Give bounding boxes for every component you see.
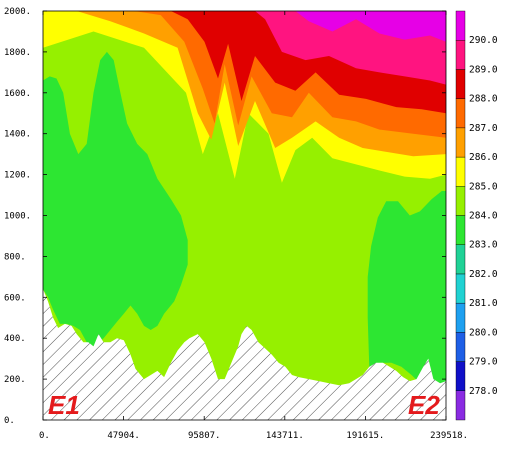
x-tick-label: 143711. (266, 431, 304, 441)
y-tick-label: 1200. (4, 171, 31, 181)
colorbar-swatch (455, 302, 466, 333)
y-tick-label: 200. (4, 375, 26, 385)
colorbar-label: 278.0 (469, 386, 498, 397)
y-tick-label: 2000. (4, 7, 31, 17)
colorbar-label: 280.0 (469, 327, 498, 338)
colorbar-swatch (455, 10, 466, 41)
x-tick-label: 95807. (188, 431, 221, 441)
x-tick-label: 47904. (107, 431, 140, 441)
x-tick-label: 191615. (346, 431, 384, 441)
y-tick-label: 0. (4, 416, 15, 426)
contour-band-0 (43, 51, 188, 347)
colorbar-label: 288.0 (469, 94, 498, 105)
colorbar-swatch (455, 40, 466, 70)
colorbar-legend: 278.0 279.0 280.0 281.0 282.0 283.0 284.0 285.0… (455, 10, 498, 421)
colorbar-label: 287.0 (469, 123, 498, 134)
colorbar-swatch (455, 244, 466, 275)
contour-plot (43, 11, 446, 420)
colorbar-label: 283.0 (469, 240, 498, 251)
colorbar-label: 285.0 (469, 181, 498, 192)
warm-band-5 (295, 11, 446, 42)
y-axis: 0. 200. 400. 600. 800. 1000. 1200. 1400. 1600. 18… (4, 7, 446, 426)
y-tick-label: 600. (4, 293, 26, 303)
x-tick-label: 239518. (430, 431, 468, 441)
colorbar-swatch (455, 361, 466, 391)
contour-bands (43, 51, 446, 390)
colorbar-label: 290.0 (469, 35, 498, 46)
colorbar-swatch (455, 273, 466, 304)
y-tick-label: 1000. (4, 212, 31, 222)
colorbar-swatch (455, 98, 466, 129)
colorbar-label: 284.0 (469, 211, 498, 222)
colorbar-swatch (455, 332, 466, 362)
y-tick-label: 1800. (4, 48, 31, 58)
section-label-e1: E1 (48, 390, 80, 420)
terrain-hatch (43, 289, 446, 420)
section-label-e2: E2 (408, 390, 440, 420)
y-tick-label: 400. (4, 334, 26, 344)
y-tick-label: 1600. (4, 89, 31, 99)
colorbar-label: 286.0 (469, 152, 498, 163)
colorbar-label: 289.0 (469, 64, 498, 75)
colorbar-label: 282.0 (469, 269, 498, 280)
contour-band-1 (367, 191, 446, 390)
x-tick-label: 0. (39, 431, 50, 441)
colorbar-swatch (455, 127, 466, 158)
colorbar-label: 281.0 (469, 298, 498, 309)
colorbar-swatch (455, 156, 466, 187)
colorbar-swatch (455, 215, 466, 245)
upper-temperature-bands (43, 11, 446, 183)
colorbar-swatch (455, 186, 466, 216)
colorbar-swatch (455, 390, 466, 421)
colorbar-label: 279.0 (469, 357, 498, 368)
y-tick-label: 800. (4, 252, 26, 262)
colorbar-swatch (455, 69, 466, 99)
y-tick-label: 1400. (4, 130, 31, 140)
x-axis: 0. 47904. 95807. 143711. 191615. 239518. (39, 11, 468, 441)
